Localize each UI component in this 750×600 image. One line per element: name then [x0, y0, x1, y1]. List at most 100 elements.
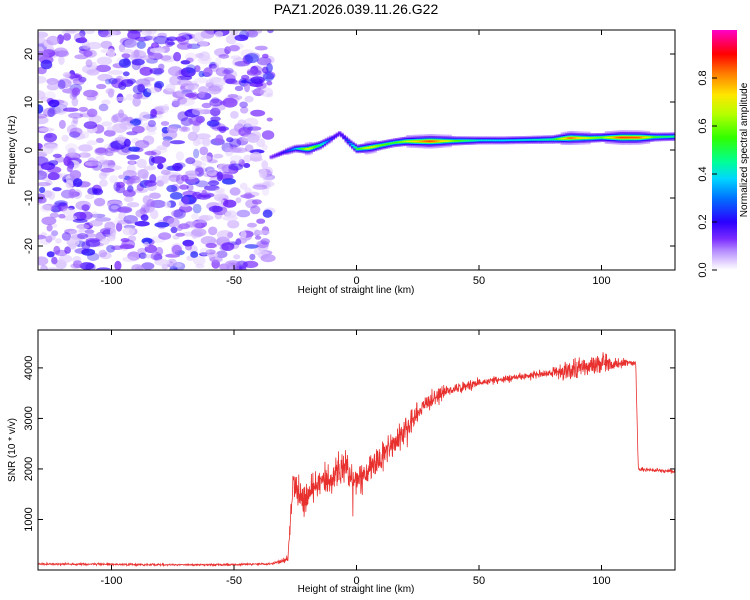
noise-blob [112, 30, 122, 36]
ridge-cell [311, 146, 315, 149]
noise-blob [115, 96, 127, 102]
noise-blob [166, 126, 178, 134]
noise-blob [165, 253, 181, 258]
noise-blob [148, 155, 155, 166]
ridge-cell [569, 137, 573, 139]
noise-blob [171, 209, 184, 218]
ridge-cell [291, 148, 296, 151]
ridge-cell [304, 148, 309, 150]
noise-blob [95, 137, 104, 144]
noise-blob [143, 35, 153, 41]
noise-blob [247, 126, 262, 131]
noise-blob [249, 253, 256, 261]
noise-blob [166, 41, 176, 46]
ridge-cell [512, 139, 516, 141]
y-tick-label: 0 [23, 147, 35, 153]
noise-blob [118, 174, 126, 179]
colorbar-ticks: 0.0 0.2 0.4 0.6 0.8 [697, 70, 717, 278]
noise-blob [85, 262, 96, 270]
noise-blob [65, 30, 80, 33]
noise-blob [99, 179, 108, 187]
noise-blob [216, 250, 228, 259]
noise-blob [109, 175, 118, 184]
ridge-cell [516, 139, 521, 141]
noise-blob [205, 242, 217, 249]
colorbar-label: Normalized spectral amplitude [739, 82, 750, 217]
ridge-cell [417, 140, 421, 143]
noise-blob [154, 259, 171, 266]
noise-blob [180, 67, 196, 77]
noise-blob [194, 222, 205, 229]
noise-blob [187, 131, 198, 141]
ridge-cell [664, 136, 668, 138]
ridge-cell [657, 136, 662, 138]
ridge-cell [496, 139, 501, 142]
noise-blob [151, 156, 167, 164]
ridge-cell [582, 137, 587, 139]
ridge-cell [593, 137, 598, 139]
ridge-cell [278, 153, 282, 155]
spectrogram-xlabel: Height of straight line (km) [298, 285, 415, 296]
ridge-cell [617, 136, 622, 139]
ridge-cell [534, 139, 538, 141]
noise-blob [179, 98, 195, 106]
noise-blob [188, 116, 203, 126]
noise-blob [225, 70, 238, 79]
noise-blob [194, 77, 209, 84]
ridge-cell [465, 139, 470, 142]
ridge-cell [423, 140, 428, 143]
ridge-cell [373, 145, 377, 148]
noise-blob [261, 160, 269, 170]
ridge-cell [609, 136, 613, 139]
ridge-cell [498, 139, 503, 142]
ridge-cell [629, 136, 633, 139]
x-tick-label: -100 [100, 575, 122, 587]
noise-blob [125, 93, 134, 101]
noise-blob [246, 69, 262, 77]
ridge-cell [545, 138, 549, 141]
ridge-cell [540, 138, 545, 141]
noise-blob [168, 174, 181, 182]
noise-blob [192, 203, 202, 214]
noise-blob [40, 59, 53, 70]
noise-blob [232, 147, 248, 154]
noise-blob [150, 108, 158, 118]
noise-blob [226, 137, 234, 143]
noise-blob [208, 226, 218, 236]
noise-blob [266, 117, 273, 122]
noise-blob [182, 196, 190, 206]
noise-blob [96, 83, 107, 90]
ridge-cell [386, 143, 390, 145]
ridge-cell [483, 139, 487, 142]
noise-blob [191, 228, 207, 237]
noise-blob [208, 180, 220, 186]
noise-blob [58, 55, 65, 65]
noise-blob [81, 204, 90, 212]
noise-blob [228, 45, 240, 52]
ridge-cell [470, 139, 474, 142]
noise-blob [169, 75, 182, 86]
noise-blob [185, 170, 200, 176]
spectrogram-ridge [269, 130, 675, 160]
noise-blob [175, 36, 187, 42]
ridge-cell [457, 140, 461, 142]
ridge-cell [459, 140, 463, 142]
noise-blob [137, 83, 145, 93]
ridge-cell [648, 136, 653, 139]
ridge-cell [472, 139, 476, 142]
noise-blob [101, 99, 111, 105]
x-tick-label: 0 [353, 275, 359, 287]
noise-blob [124, 38, 140, 49]
noise-blob [72, 260, 83, 268]
noise-blob [144, 180, 157, 187]
noise-blob [45, 235, 53, 243]
noise-blob [198, 40, 209, 47]
noise-blob [46, 83, 60, 91]
noise-blob [225, 34, 237, 45]
noise-blob [121, 53, 131, 59]
noise-blob [55, 238, 62, 244]
noise-blob [38, 127, 55, 132]
ridge-cell [287, 150, 291, 152]
noise-blob [69, 127, 83, 136]
